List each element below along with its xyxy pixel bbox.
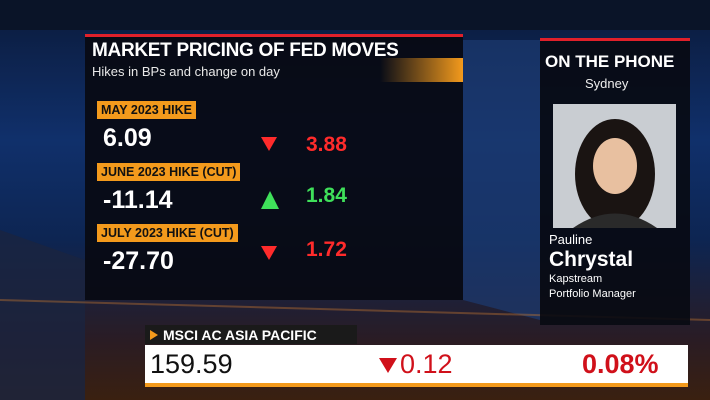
row-value: 6.09 <box>103 124 152 152</box>
ticker-name: MSCI AC ASIA PACIFIC <box>163 327 317 343</box>
row-label: JULY 2023 HIKE (CUT) <box>97 224 238 242</box>
up-arrow <box>261 191 279 209</box>
ticker-change: 0.12 <box>400 349 453 379</box>
row-change: 1.84 <box>306 184 347 207</box>
row-value: -11.14 <box>103 186 173 214</box>
ticker-value: 159.59 <box>150 349 233 379</box>
down-arrow <box>261 137 277 151</box>
panel-subtitle: Hikes in BPs and change on day <box>92 64 280 79</box>
row-value: -27.70 <box>103 247 174 275</box>
ticker-marker <box>150 330 158 340</box>
row-label: JUNE 2023 HIKE (CUT) <box>97 163 241 181</box>
row-change: 1.72 <box>306 238 347 261</box>
ticker-percent: 0.08% <box>582 349 659 379</box>
ticker-name-box <box>145 325 357 344</box>
panel-title: MARKET PRICING OF FED MOVES <box>92 40 399 61</box>
row-label: MAY 2023 HIKE <box>97 101 197 119</box>
guest-first-name: Pauline <box>549 232 593 247</box>
guest-photo <box>553 104 676 228</box>
guest-header: ON THE PHONE <box>545 52 675 71</box>
row-change: 3.88 <box>306 133 347 156</box>
guest-location: Sydney <box>585 76 629 91</box>
panel-accent <box>380 58 463 82</box>
ticker-bar <box>145 345 688 387</box>
guest-role: Portfolio Manager <box>549 288 636 300</box>
down-arrow <box>379 358 397 373</box>
guest-last-name: Chrystal <box>549 248 634 271</box>
down-arrow <box>261 246 277 260</box>
panel-accent <box>85 34 463 37</box>
guest-company: Kapstream <box>549 273 603 285</box>
